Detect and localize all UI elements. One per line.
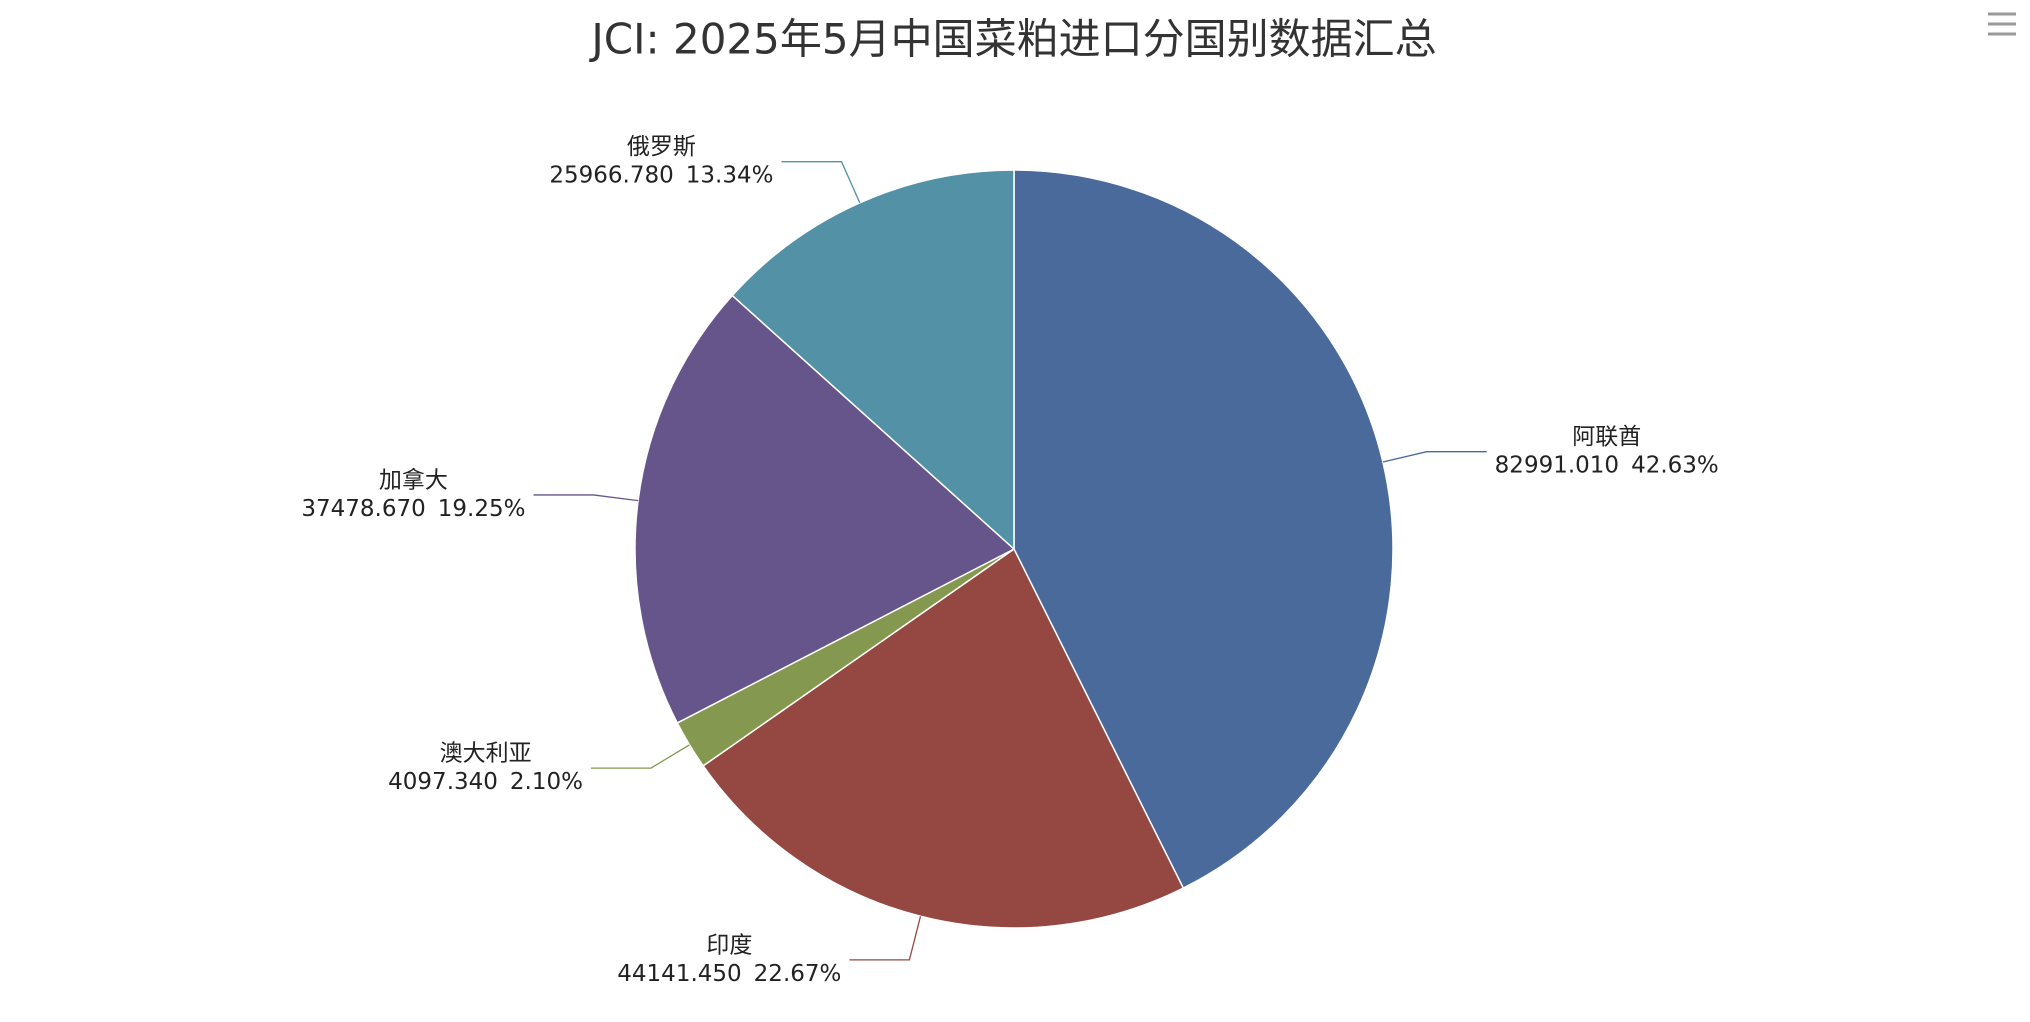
percent-label: 22.67% [754, 960, 842, 986]
pie-slice [731, 169, 1015, 551]
leader-line [590, 744, 690, 769]
slice-value-label: 82991.010 42.63% [1495, 452, 1719, 478]
value-label: 82991.010 [1495, 452, 1619, 478]
slice-label: 阿联酋 [1572, 424, 1641, 450]
percent-label: 19.25% [438, 495, 526, 521]
slice-value-label: 37478.670 19.25% [301, 495, 525, 521]
percent-label: 2.10% [510, 769, 583, 795]
value-label: 44141.450 [617, 960, 741, 986]
chart-title: JCI: 2025年5月中国菜粕进口分国别数据汇总 [588, 15, 1436, 64]
slice-label: 印度 [706, 932, 752, 958]
pie-slice [634, 294, 1016, 724]
leader-line [1382, 451, 1487, 463]
value-label: 37478.670 [301, 495, 425, 521]
slice-label: 澳大利亚 [440, 741, 532, 767]
slice-value-label: 4097.340 2.10% [388, 769, 583, 795]
leader-line [533, 494, 639, 502]
slice-value-label: 44141.450 22.67% [617, 960, 841, 986]
pie-slice [1013, 169, 1394, 890]
percent-label: 42.63% [1631, 452, 1719, 478]
percent-label: 13.34% [686, 162, 774, 188]
leader-line [781, 161, 861, 204]
value-label: 25966.780 [549, 162, 673, 188]
value-label: 4097.340 [388, 769, 498, 795]
slice-label: 加拿大 [379, 466, 448, 493]
leader-line [849, 916, 922, 961]
slice-value-label: 25966.780 13.34% [549, 162, 773, 188]
slice-label: 俄罗斯 [627, 134, 696, 160]
menu-icon[interactable] [1988, 12, 2016, 36]
